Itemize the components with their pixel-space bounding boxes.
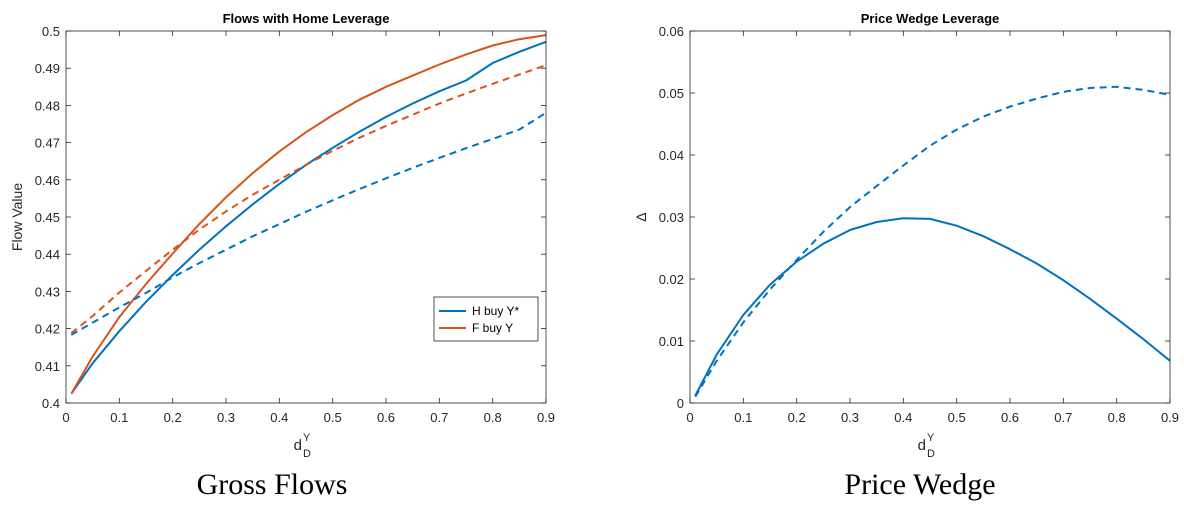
y-tick-label: 0.49 [35, 61, 60, 76]
x-tick-label: 0.9 [537, 410, 555, 425]
legend: H buy Y* F buy Y [433, 296, 539, 342]
x-axis-label-sub: D [303, 448, 311, 460]
x-tick-label: 0.8 [484, 410, 502, 425]
x-tick-label: 0.3 [841, 410, 859, 425]
x-tick-label: 0.6 [377, 410, 395, 425]
y-tick-label: 0.02 [659, 272, 684, 287]
y-tick-label: 0.06 [659, 24, 684, 39]
y-tick-label: 0.04 [659, 148, 684, 163]
x-tick-label: 0.7 [1054, 410, 1072, 425]
axes-box [65, 30, 547, 404]
x-tick-label: 0.4 [270, 410, 288, 425]
y-tick-label: 0.44 [35, 247, 60, 262]
x-axis-label: d [294, 437, 302, 454]
axes-box [689, 30, 1171, 404]
y-tick-label: 0.5 [42, 24, 60, 39]
caption-price-wedge: Price Wedge [844, 468, 996, 501]
chart-title: Flows with Home Leverage [223, 11, 390, 26]
x-axis-label-sup: Y [927, 432, 935, 444]
x-tick-label: 0.1 [734, 410, 752, 425]
x-axis-label-sub: D [927, 448, 935, 460]
series-line-2-solid [70, 34, 547, 395]
x-tick-label: 0.5 [324, 410, 342, 425]
x-tick-label: 0.7 [430, 410, 448, 425]
y-tick-label: 0.43 [35, 284, 60, 299]
x-tick-label: 0.4 [894, 410, 912, 425]
chart-2: 0 0.1 0.2 0.3 0.4 0.5 0.6 0.7 0.8 0.9 0 0.01 0.02 0.0… [633, 11, 1179, 460]
x-tick-label: 0.6 [1001, 410, 1019, 425]
y-tick-label: 0.45 [35, 210, 60, 225]
x-axis-label: d [918, 437, 926, 454]
figure-canvas: 0 0.1 0.2 0.3 0.4 0.5 0.6 0.7 0.8 0.9 0.4 0.41 0.42 0… [9, 11, 1179, 460]
y-tick-label: 0.05 [659, 86, 684, 101]
x-tick-label: 0 [686, 410, 693, 425]
y-axis-label: Δ [633, 212, 649, 221]
y-tick-label: 0.01 [659, 334, 684, 349]
y-tick-label: 0.4 [42, 396, 60, 411]
series-line-1-solid [694, 217, 1171, 397]
y-tick-label: 0.41 [35, 359, 60, 374]
x-axis-label-sup: Y [303, 432, 311, 444]
x-tick-label: 0.2 [164, 410, 182, 425]
legend-label-1: H buy Y* [472, 304, 519, 318]
x-tick-label: 0 [62, 410, 69, 425]
y-tick-label: 0.46 [35, 173, 60, 188]
legend-label-2: F buy Y [472, 321, 513, 335]
series-line-2-dashed [694, 85, 1171, 398]
x-tick-label: 0.9 [1161, 410, 1179, 425]
y-tick-label: 0.48 [35, 98, 60, 113]
chart-1: 0 0.1 0.2 0.3 0.4 0.5 0.6 0.7 0.8 0.9 0.4 0.41 0.42 0… [9, 11, 555, 460]
x-tick-label: 0.1 [110, 410, 128, 425]
y-axis-label: Flow Value [9, 183, 25, 251]
series-line-3-dashed [70, 111, 547, 336]
x-tick-label: 0.8 [1108, 410, 1126, 425]
y-tick-label: 0 [677, 396, 684, 411]
x-tick-label: 0.3 [217, 410, 235, 425]
y-tick-label: 0.03 [659, 210, 684, 225]
x-tick-label: 0.2 [788, 410, 806, 425]
x-tick-label: 0.5 [948, 410, 966, 425]
y-tick-label: 0.42 [35, 322, 60, 337]
caption-gross-flows: Gross Flows [196, 468, 348, 501]
chart-title: Price Wedge Leverage [861, 11, 1000, 26]
series-line-4-dashed [70, 64, 547, 334]
y-tick-label: 0.47 [35, 136, 60, 151]
legend-box [433, 296, 539, 342]
